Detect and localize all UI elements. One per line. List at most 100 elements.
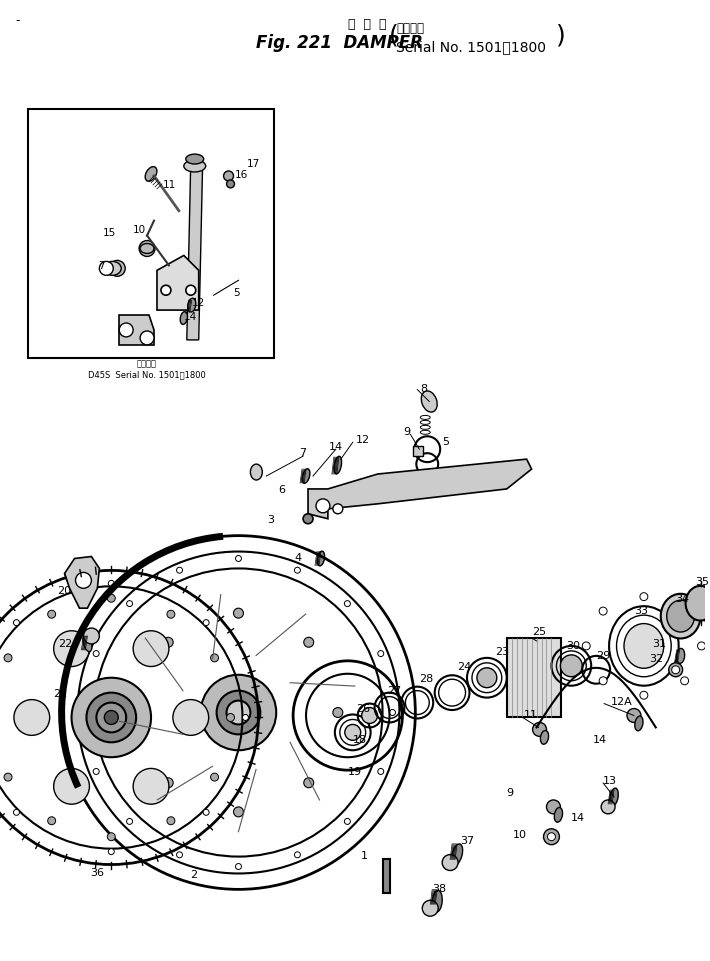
Ellipse shape	[555, 807, 562, 823]
Circle shape	[378, 769, 383, 775]
Text: Fig. 221  DAMPER: Fig. 221 DAMPER	[256, 34, 423, 52]
Text: 9: 9	[403, 427, 410, 437]
Text: 16: 16	[235, 170, 248, 180]
Circle shape	[547, 801, 560, 814]
Ellipse shape	[610, 788, 618, 806]
Circle shape	[640, 593, 648, 601]
Circle shape	[163, 637, 173, 648]
Ellipse shape	[83, 634, 92, 652]
Circle shape	[14, 700, 50, 735]
Polygon shape	[187, 161, 202, 340]
Ellipse shape	[317, 552, 324, 566]
Circle shape	[344, 819, 350, 825]
Ellipse shape	[667, 601, 694, 632]
Circle shape	[13, 620, 19, 626]
Bar	[507, 638, 562, 718]
Text: 適用号機: 適用号機	[137, 358, 157, 368]
Circle shape	[107, 833, 115, 841]
Text: 12A: 12A	[611, 696, 633, 705]
Circle shape	[186, 286, 196, 296]
Bar	[413, 447, 423, 456]
Circle shape	[177, 568, 182, 574]
Text: 31: 31	[652, 638, 666, 649]
Ellipse shape	[186, 155, 204, 165]
Text: 1: 1	[361, 850, 368, 860]
Text: 11: 11	[163, 180, 177, 189]
Text: 33: 33	[634, 605, 648, 616]
Circle shape	[75, 573, 92, 589]
Circle shape	[126, 819, 133, 825]
Circle shape	[167, 610, 175, 619]
Text: 29: 29	[596, 651, 611, 660]
Text: 7: 7	[98, 261, 104, 271]
Circle shape	[295, 568, 300, 574]
Circle shape	[161, 286, 171, 296]
Circle shape	[532, 723, 547, 736]
Circle shape	[669, 663, 682, 678]
Text: 23: 23	[495, 646, 509, 656]
Circle shape	[177, 852, 182, 858]
Text: 13: 13	[603, 776, 617, 785]
Circle shape	[627, 709, 641, 723]
Text: 5: 5	[233, 288, 240, 298]
Circle shape	[126, 601, 133, 607]
Circle shape	[84, 628, 99, 644]
Text: 14: 14	[329, 442, 343, 452]
Ellipse shape	[560, 655, 582, 678]
Text: 10: 10	[133, 224, 146, 234]
Circle shape	[599, 607, 607, 615]
Circle shape	[133, 631, 169, 667]
Ellipse shape	[145, 167, 157, 182]
Text: D45S  Serial No. 1501～1800: D45S Serial No. 1501～1800	[88, 370, 206, 379]
Circle shape	[104, 711, 119, 725]
Ellipse shape	[661, 594, 701, 639]
Polygon shape	[308, 459, 532, 519]
Circle shape	[390, 710, 395, 716]
Circle shape	[211, 774, 219, 781]
Ellipse shape	[184, 160, 206, 173]
Text: 21: 21	[53, 688, 67, 698]
Text: 20: 20	[58, 585, 72, 596]
Text: 25: 25	[532, 627, 547, 636]
Circle shape	[672, 666, 679, 674]
Circle shape	[107, 595, 115, 603]
Text: 14: 14	[593, 734, 607, 745]
Circle shape	[345, 725, 361, 741]
Text: (: (	[388, 24, 398, 48]
Ellipse shape	[635, 716, 643, 731]
Ellipse shape	[677, 649, 684, 664]
Ellipse shape	[104, 262, 121, 276]
Circle shape	[203, 809, 209, 816]
Circle shape	[544, 829, 559, 845]
Circle shape	[217, 691, 261, 734]
Text: 32: 32	[650, 653, 664, 663]
Ellipse shape	[540, 730, 549, 745]
Circle shape	[304, 778, 314, 788]
Circle shape	[601, 801, 615, 814]
Circle shape	[133, 769, 169, 804]
Text: 17: 17	[247, 159, 260, 169]
Text: 3: 3	[267, 514, 274, 524]
Circle shape	[242, 715, 248, 721]
Text: 12: 12	[356, 434, 370, 445]
Circle shape	[344, 601, 350, 607]
Text: 28: 28	[420, 673, 434, 683]
Circle shape	[140, 332, 154, 346]
Circle shape	[236, 555, 241, 562]
Circle shape	[203, 620, 209, 626]
Text: 37: 37	[460, 835, 474, 845]
Circle shape	[681, 607, 689, 615]
Circle shape	[442, 854, 458, 871]
Circle shape	[48, 817, 55, 825]
Ellipse shape	[686, 586, 710, 621]
Circle shape	[4, 654, 12, 662]
Circle shape	[109, 261, 125, 277]
Text: 14: 14	[570, 812, 584, 822]
Circle shape	[697, 642, 706, 651]
Circle shape	[201, 675, 276, 751]
Circle shape	[582, 642, 590, 651]
Circle shape	[119, 324, 133, 337]
Circle shape	[54, 769, 89, 804]
Ellipse shape	[251, 464, 262, 480]
Ellipse shape	[226, 181, 234, 188]
